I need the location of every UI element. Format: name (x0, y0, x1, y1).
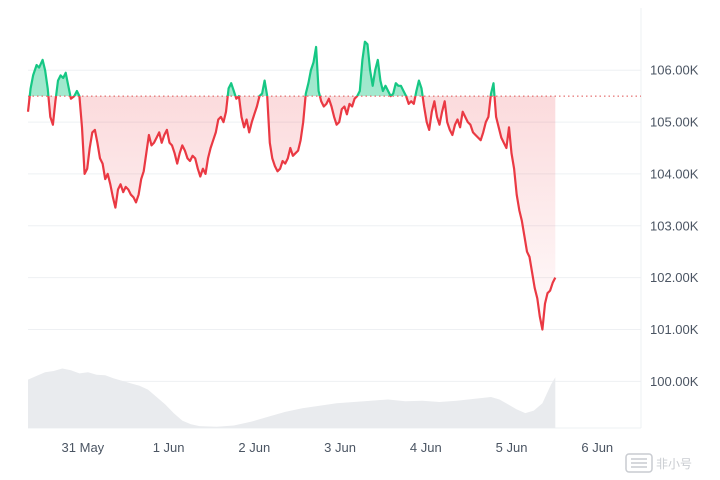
x-tick-label: 4 Jun (410, 440, 442, 455)
price-fill (28, 41, 556, 330)
feixiaohao-logo-icon (625, 453, 653, 473)
x-axis: 31 May 1 Jun 2 Jun 3 Jun 4 Jun 5 Jun 6 Jun (62, 440, 614, 455)
price-line (26, 40, 557, 331)
x-tick-label: 6 Jun (581, 440, 613, 455)
watermark-text: 非小号 (656, 457, 692, 471)
y-tick-label: 102.00K (650, 270, 699, 285)
x-tick-label: 5 Jun (496, 440, 528, 455)
y-tick-label: 105.00K (650, 115, 699, 130)
volume-shape (28, 368, 556, 428)
y-tick-label: 103.00K (650, 218, 699, 233)
y-tick-label: 100.00K (650, 374, 699, 389)
price-line-above (28, 40, 496, 97)
fill-below-baseline (28, 96, 556, 330)
volume-area (28, 368, 556, 428)
y-tick-label: 106.00K (650, 63, 699, 78)
y-tick-label: 104.00K (650, 166, 699, 181)
fill-above-baseline (28, 41, 556, 97)
y-tick-label: 101.00K (650, 322, 699, 337)
x-tick-label: 1 Jun (153, 440, 185, 455)
watermark: 非小号 (625, 453, 692, 473)
x-tick-label: 31 May (62, 440, 105, 455)
price-line-below (26, 96, 557, 331)
y-axis: 106.00K 105.00K 104.00K 103.00K 102.00K 101.0… (650, 63, 699, 389)
x-tick-label: 3 Jun (324, 440, 356, 455)
x-tick-label: 2 Jun (238, 440, 270, 455)
